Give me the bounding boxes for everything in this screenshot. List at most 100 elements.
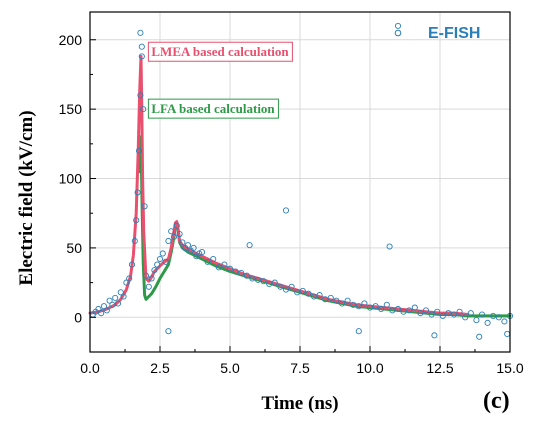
y-tick-label: 0 — [74, 309, 82, 325]
lfa-line — [137, 135, 512, 318]
lfa-annotation: LFA based calculation — [147, 98, 279, 119]
legend-marker — [394, 29, 402, 37]
efish-point — [221, 261, 228, 268]
efish-point — [95, 305, 102, 313]
efish-point — [190, 244, 197, 251]
efish-point — [378, 305, 385, 313]
efish-point — [254, 276, 262, 283]
efish-point — [112, 294, 119, 301]
efish-point — [246, 242, 253, 249]
efish-point — [168, 228, 175, 235]
annotation-text: LFA based calculation — [151, 101, 275, 116]
efish-point — [117, 289, 124, 296]
efish-point — [137, 29, 144, 36]
efish-point — [138, 43, 145, 50]
efish-point — [204, 258, 211, 265]
efish-point — [176, 230, 183, 238]
efish-point — [141, 203, 148, 210]
efish-point — [406, 307, 413, 314]
efish-point — [179, 239, 186, 246]
efish-point — [137, 92, 144, 99]
efish-point — [198, 249, 206, 256]
y-tick-label: 100 — [59, 171, 83, 187]
x-tick-label: 7.5 — [290, 360, 310, 376]
grid — [89, 12, 511, 352]
efish-point — [106, 297, 113, 304]
efish-point — [151, 267, 158, 274]
efish-point — [422, 307, 430, 314]
efish-point — [355, 328, 362, 335]
efish-point — [467, 310, 474, 317]
efish-point — [327, 294, 334, 301]
y-tick-label: 50 — [66, 240, 82, 256]
efish-point — [162, 258, 169, 265]
efish-point — [386, 243, 393, 250]
efish-point — [350, 301, 357, 308]
efish-point — [165, 237, 172, 245]
efish-point — [184, 242, 192, 249]
efish-point — [140, 106, 147, 113]
efish-point — [344, 297, 351, 304]
efish-point — [333, 297, 340, 304]
efish-point — [439, 312, 446, 319]
panel-label: (c) — [483, 388, 510, 414]
efish-point — [215, 264, 222, 271]
efish-point — [501, 318, 508, 325]
efish-point — [490, 312, 497, 319]
efish-point — [322, 296, 329, 303]
efish-point — [126, 275, 133, 282]
efish-point — [316, 292, 323, 299]
efish-point — [366, 304, 374, 311]
efish-point — [417, 310, 424, 317]
efish-point — [305, 290, 312, 297]
x-tick-label: 10.0 — [356, 360, 383, 376]
efish-point — [411, 304, 418, 311]
efish-point — [450, 311, 458, 318]
efish-point — [428, 311, 435, 318]
efish-point — [504, 330, 511, 338]
efish-point — [123, 279, 130, 286]
y-tick-label: 150 — [59, 101, 83, 117]
efish-point — [109, 301, 116, 308]
x-tick-label: 0.0 — [80, 360, 100, 376]
legend-label: E-FISH — [428, 25, 480, 42]
efish-point — [134, 189, 141, 196]
efish-point — [282, 207, 290, 214]
efish-point — [142, 272, 150, 279]
efish-point — [389, 307, 396, 314]
efish-point — [361, 300, 368, 307]
efish-point — [394, 22, 402, 29]
lmea-annotation: LMEA based calculation — [147, 41, 293, 62]
efish-point — [394, 305, 402, 313]
efish-point — [232, 268, 239, 275]
efish-point — [495, 314, 502, 321]
efish-point — [266, 280, 273, 288]
efish-point — [372, 303, 379, 310]
efish-point — [145, 283, 152, 290]
efish-point — [383, 301, 390, 308]
efish-point — [355, 303, 362, 310]
efish-point — [154, 261, 161, 268]
x-tick-label: 12.5 — [426, 360, 453, 376]
efish-point — [271, 279, 278, 286]
efish-point — [128, 261, 136, 268]
efish-point — [431, 332, 438, 339]
efish-point — [196, 250, 203, 257]
efish-point — [288, 283, 295, 290]
efish-point — [294, 289, 301, 296]
efish-point — [135, 147, 143, 154]
x-tick-label: 5.0 — [220, 360, 240, 376]
efish-point — [434, 308, 441, 315]
efish-point — [400, 308, 407, 315]
y-axis-label: Electric field (kV/cm) — [16, 110, 37, 285]
series-lines — [88, 54, 512, 318]
efish-point — [249, 275, 256, 282]
y-tick-label: 200 — [59, 32, 83, 48]
efish-point — [226, 265, 234, 272]
efish-point — [98, 310, 105, 317]
efish-point — [484, 319, 491, 326]
scatter-series — [89, 22, 514, 340]
efish-point — [473, 317, 480, 324]
annotation-box — [147, 98, 279, 119]
